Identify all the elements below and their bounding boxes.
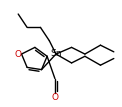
Text: Sn: Sn — [51, 49, 62, 58]
Text: O: O — [51, 93, 58, 102]
Text: O: O — [14, 50, 21, 59]
